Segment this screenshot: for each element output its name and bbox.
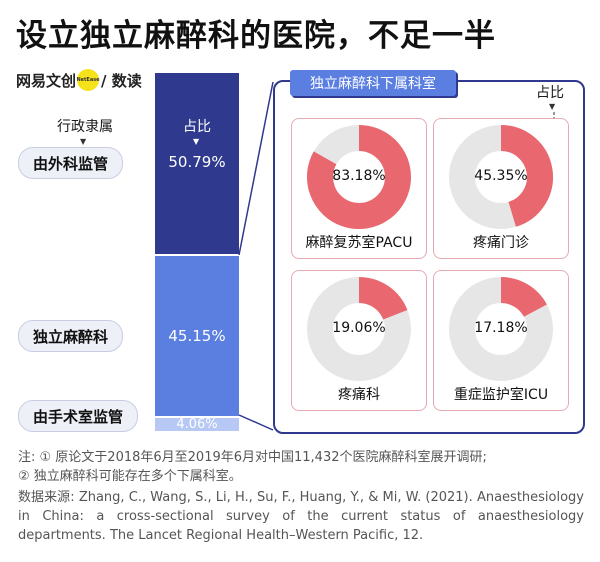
donut-value-label: 83.18%: [332, 168, 386, 184]
page-title: 设立独立麻醉科的医院，不足一半: [16, 18, 496, 54]
donut-card: 45.35% 疼痛门诊: [433, 118, 569, 259]
donut-chart: [307, 125, 411, 229]
donut-slice: [307, 125, 411, 229]
donut-chart: [449, 125, 553, 229]
donut-category-label: 重症监护室ICU: [453, 387, 549, 403]
stack-bar-segment: 50.79%: [155, 73, 239, 254]
donut-chart: [307, 277, 411, 381]
stack-bar-segment: 45.15%: [155, 255, 239, 417]
left-column-header: 行政隶属: [57, 119, 113, 135]
donut-card: 19.06% 疼痛科: [291, 270, 427, 411]
bar-header: 占比: [183, 119, 211, 135]
logo-text-right: / 数读: [101, 71, 142, 90]
donut-slice: [500, 277, 547, 318]
donut-value-label: 19.06%: [332, 320, 386, 336]
category-label: 独立麻醉科: [18, 320, 124, 352]
donut-category-label: 麻醉复苏室PACU: [305, 235, 413, 251]
brand-dot-icon: NetEase: [76, 69, 100, 91]
donut-value-label: 17.18%: [474, 320, 528, 336]
donut-category-label: 疼痛科: [338, 387, 380, 403]
bar-value-label: 4.06%: [176, 417, 218, 433]
bar-value-label: 50.79%: [168, 153, 226, 171]
footnote-1: 注: ① 原论文于2018年6月至2019年6月对中国11,432个医院麻醉科室…: [18, 450, 487, 465]
category-label: 由手术室监管: [18, 400, 139, 432]
donut-category-label: 疼痛门诊: [473, 235, 529, 251]
ratio-label: 占比: [536, 85, 564, 101]
ratio-arrow-icon: ▼: [549, 102, 556, 111]
donut-slice: [358, 277, 408, 321]
logo-text-left: 网易文创: [16, 71, 77, 90]
donut-card: 83.18% 麻醉复苏室PACU: [291, 118, 427, 259]
donut-value-label: 45.35%: [474, 168, 528, 184]
category-label: 由外科监管: [18, 147, 124, 179]
donut-slice: [500, 125, 553, 227]
connector-line-top: [238, 81, 274, 256]
bar-header-arrow-icon: ▼: [193, 137, 200, 146]
source-citation: 数据来源: Zhang, C., Wang, S., Li, H., Su, F…: [18, 490, 584, 543]
left-header-arrow-icon: ▼: [80, 137, 87, 146]
stack-bar-segment: 4.06%: [155, 417, 239, 433]
panel-title: 独立麻醉科下属科室: [290, 70, 456, 96]
donut-card: 17.18% 重症监护室ICU: [433, 270, 569, 411]
donut-chart: [449, 277, 553, 381]
footnote-2: ② 独立麻醉科可能存在多个下属科室。: [18, 469, 242, 484]
connector-line-bottom: [238, 414, 274, 431]
bar-value-label: 45.15%: [168, 327, 226, 346]
brand-logo: 网易文创 NetEase / 数读: [16, 68, 142, 92]
